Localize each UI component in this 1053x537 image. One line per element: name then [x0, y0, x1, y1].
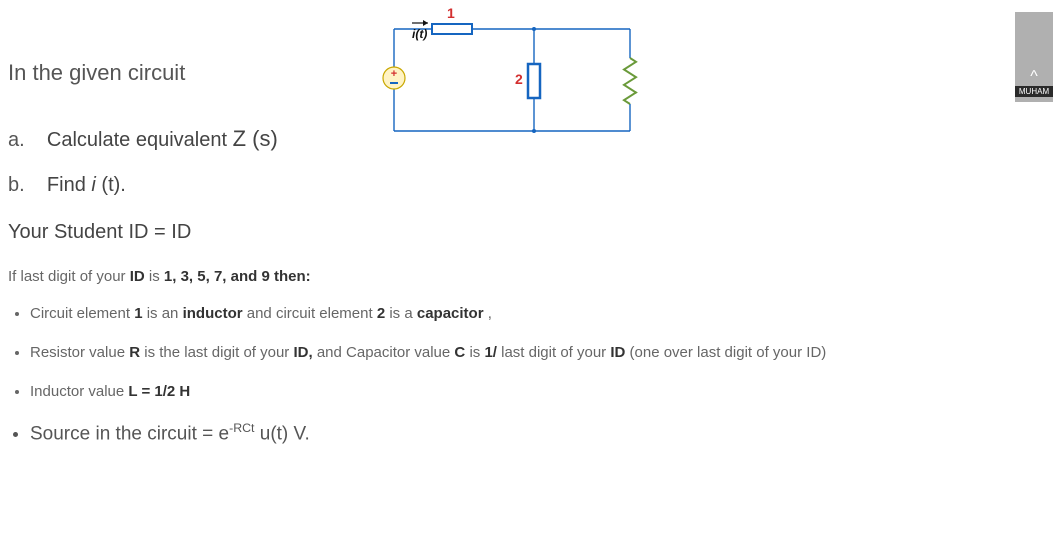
- r1c: is an: [147, 305, 183, 322]
- r4b: = e: [202, 423, 229, 444]
- qa-text: Calculate equivalent: [47, 129, 233, 151]
- svg-text:1: 1: [447, 6, 455, 21]
- r2b: R: [129, 344, 140, 361]
- rule-1: Circuit element 1 is an inductor and cir…: [30, 303, 1045, 324]
- condition-line: If last digit of your ID is 1, 3, 5, 7, …: [8, 268, 1045, 285]
- qb-letter: b.: [8, 174, 25, 196]
- r2f: C: [454, 344, 465, 361]
- r1h: capacitor: [417, 305, 484, 322]
- r2i: last digit of your: [501, 344, 610, 361]
- qa-zs: Z (s): [233, 126, 278, 151]
- r2j: ID: [610, 344, 625, 361]
- cond-mid: is: [149, 268, 164, 285]
- r1f: 2: [377, 305, 385, 322]
- svg-text:+: +: [391, 68, 397, 80]
- student-id-line: Your Student ID = ID: [8, 221, 1045, 244]
- chevron-up-icon: ^: [1015, 68, 1053, 86]
- r2h: 1/: [484, 344, 497, 361]
- qb-text: Find: [47, 174, 91, 196]
- qb-t: (t).: [101, 174, 125, 196]
- qb-it: i: [91, 174, 95, 196]
- r3b: L = 1/2 H: [128, 383, 190, 400]
- studentid-id: ID: [171, 221, 191, 243]
- r2c: is the last digit of your: [144, 344, 293, 361]
- rule-4: Source in the circuit = e-RCt u(t) V.: [30, 420, 1045, 448]
- rules-list: Circuit element 1 is an inductor and cir…: [8, 303, 1045, 448]
- r1b: 1: [134, 305, 142, 322]
- r1d: inductor: [183, 305, 243, 322]
- r4c: u(t) V.: [260, 423, 310, 444]
- participant-name: MUHAM: [1015, 86, 1053, 97]
- circuit-diagram: +1 2 i(t): [380, 6, 670, 146]
- r2d: ID,: [293, 344, 312, 361]
- cond-id: ID: [130, 268, 145, 285]
- r4sup: -RCt: [229, 421, 254, 435]
- cond-pre: If last digit of your: [8, 268, 130, 285]
- participant-thumbnail[interactable]: ^ MUHAM: [1015, 12, 1053, 102]
- r2a: Resistor value: [30, 344, 129, 361]
- r2e: and Capacitor value: [317, 344, 455, 361]
- r3a: Inductor value: [30, 383, 128, 400]
- cond-digits: 1, 3, 5, 7, and 9 then:: [164, 268, 311, 285]
- r1a: Circuit element: [30, 305, 134, 322]
- r1g: is a: [389, 305, 417, 322]
- r1e: and circuit element: [247, 305, 377, 322]
- r2k: (one over last digit of your ID): [630, 344, 827, 361]
- rule-3: Inductor value L = 1/2 H: [30, 381, 1045, 402]
- r4a: Source in the circuit: [30, 423, 202, 444]
- svg-text:2: 2: [515, 71, 523, 87]
- rule-2: Resistor value R is the last digit of yo…: [30, 342, 1045, 363]
- qa-letter: a.: [8, 129, 25, 151]
- svg-text:i(t): i(t): [412, 27, 427, 41]
- question-b: b. Find i (t).: [8, 174, 1045, 197]
- r2g: is: [469, 344, 484, 361]
- studentid-pre: Your Student ID =: [8, 221, 171, 243]
- r1i: ,: [488, 305, 492, 322]
